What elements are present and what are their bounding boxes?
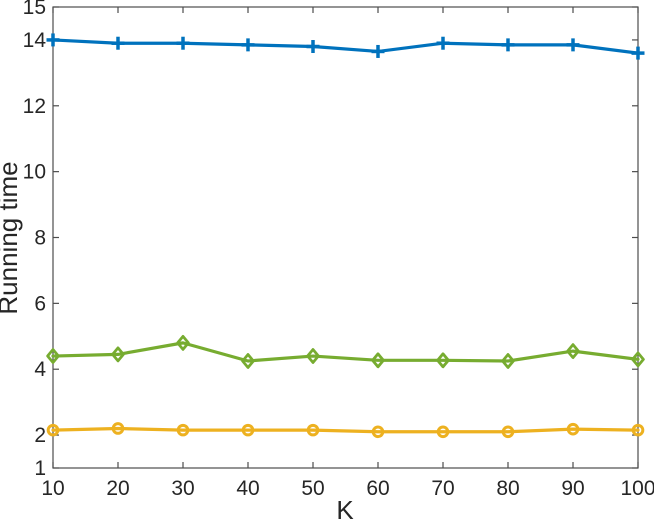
plot-box	[52, 6, 639, 469]
y-tick-label: 1	[34, 457, 46, 480]
y-tick-label: 4	[34, 358, 46, 381]
green-diamond-series-marker	[566, 343, 580, 360]
x-tick-label: 100	[620, 477, 654, 500]
green-diamond-series-marker	[111, 346, 125, 363]
orange-circle-series-marker	[176, 423, 190, 437]
x-axis-label: K	[336, 495, 354, 523]
green-diamond-series-marker	[371, 352, 385, 369]
orange-circle-series-marker	[436, 425, 450, 439]
y-tick-label: 12	[23, 95, 46, 118]
green-diamond-series-marker	[436, 352, 450, 369]
orange-circle-series-marker	[46, 423, 60, 437]
green-diamond-series-marker	[241, 353, 255, 369]
green-diamond-series-marker	[46, 348, 60, 364]
y-tick-label: 8	[34, 227, 46, 250]
green-diamond-series-line	[51, 341, 640, 363]
x-tick-label: 20	[106, 477, 129, 500]
orange-circle-series-marker	[501, 425, 515, 439]
green-diamond-series-marker	[631, 351, 645, 368]
y-tick-label: 15	[23, 0, 46, 19]
y-tick-label: 10	[23, 161, 46, 184]
x-tick-label: 30	[171, 477, 194, 500]
x-tick-label: 90	[561, 477, 584, 500]
x-tick-label: 70	[431, 477, 454, 500]
orange-circle-series-marker	[241, 423, 255, 437]
y-tick-label: 6	[34, 292, 46, 315]
x-tick-label: 80	[496, 477, 519, 500]
orange-circle-series-marker	[306, 423, 320, 437]
x-tick-label: 60	[366, 477, 389, 500]
orange-circle-series-marker	[566, 422, 580, 436]
orange-circle-series-marker	[111, 422, 125, 435]
orange-circle-series-marker	[371, 425, 385, 439]
orange-circle-series-line	[51, 426, 640, 434]
green-diamond-series-marker	[176, 334, 190, 351]
x-tick-label: 40	[236, 477, 259, 500]
y-tick-label: 2	[34, 424, 46, 447]
green-diamond-series-marker	[306, 348, 320, 364]
orange-circle-series-marker	[631, 423, 645, 437]
blue-plus-series-line	[51, 38, 640, 55]
y-axis-label: Running time	[0, 161, 23, 314]
y-tick-label: 14	[23, 29, 47, 52]
x-tick-label: 50	[301, 477, 324, 500]
green-diamond-series-marker	[501, 353, 515, 369]
x-tick-label: 10	[41, 477, 64, 500]
